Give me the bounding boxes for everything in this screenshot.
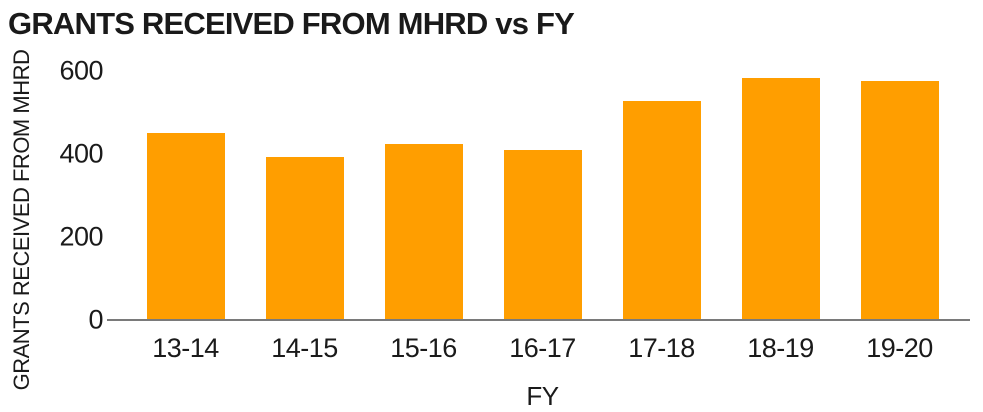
x-tick-label: 18-19 [747, 333, 814, 363]
x-axis-title: FY [526, 381, 559, 411]
plot-area [126, 71, 959, 320]
bar-slot [364, 71, 483, 320]
x-tick-label: 15-16 [390, 333, 457, 363]
x-tick-label: 13-14 [152, 333, 219, 363]
bar-slot [602, 71, 721, 320]
y-tick-label: 400 [59, 138, 103, 169]
bar-slot [840, 71, 959, 320]
bar-16-17[interactable] [503, 150, 582, 320]
bar-slot [721, 71, 840, 320]
x-tick-label: 17-18 [628, 333, 695, 363]
bar-17-18[interactable] [622, 101, 701, 320]
x-tick-label: 16-17 [509, 333, 576, 363]
bar-14-15[interactable] [265, 157, 344, 320]
y-tick-label: 200 [59, 221, 103, 252]
bar-slot [245, 71, 364, 320]
chart-title: GRANTS RECEIVED FROM MHRD vs FY [8, 6, 575, 41]
y-tick-label: 0 [88, 304, 103, 335]
y-axis-title: GRANTS RECEIVED FROM MHRD [9, 49, 34, 391]
x-tick-label: 19-20 [866, 333, 933, 363]
bar-15-16[interactable] [384, 144, 463, 320]
bar-19-20[interactable] [860, 81, 939, 320]
x-tick-label: 14-15 [271, 333, 338, 363]
bar-13-14[interactable] [146, 133, 225, 320]
bar-slot [126, 71, 245, 320]
bar-slot [483, 71, 602, 320]
y-tick-label: 600 [59, 55, 103, 86]
bar-18-19[interactable] [741, 78, 820, 320]
x-axis-line [107, 319, 970, 321]
x-axis-ticks: 13-14 14-15 15-16 16-17 17-18 18-19 19-20 [126, 333, 959, 364]
